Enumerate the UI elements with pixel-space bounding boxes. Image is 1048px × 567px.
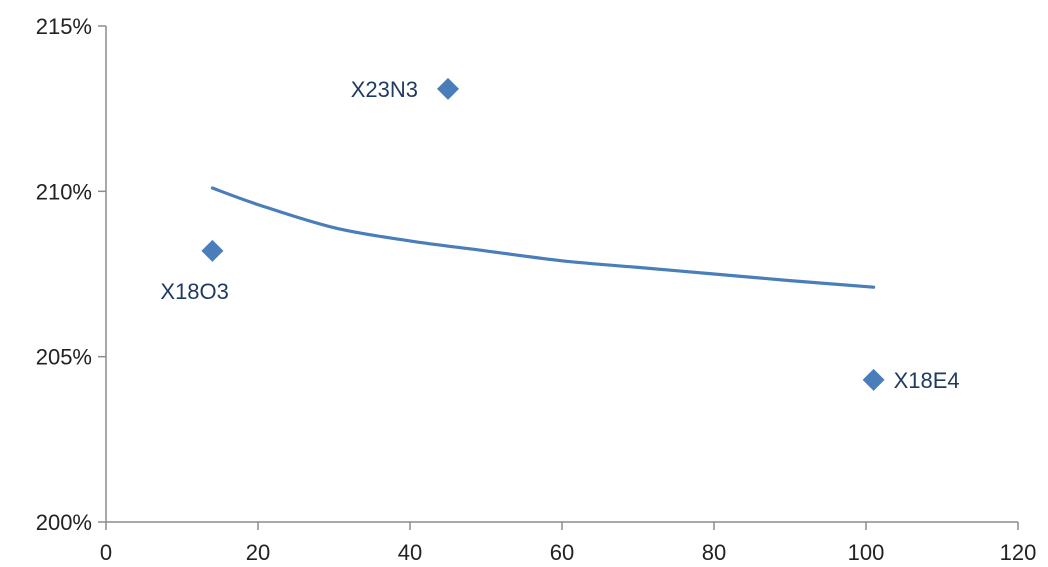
x-tick-label: 120 <box>1000 540 1037 565</box>
x-axis-ticks: 0 20 40 60 80 100 120 <box>100 522 1036 565</box>
x-tick-label: 20 <box>246 540 270 565</box>
x-tick-label: 0 <box>100 540 112 565</box>
data-point-label: X18E4 <box>894 368 960 393</box>
y-axis-ticks: 200% 205% 210% 215% <box>36 14 106 535</box>
axes <box>105 26 1018 523</box>
x-tick-label: 80 <box>702 540 726 565</box>
y-tick-label: 215% <box>36 14 92 39</box>
y-tick-label: 200% <box>36 510 92 535</box>
x-tick-label: 100 <box>848 540 885 565</box>
trendline <box>210 186 876 289</box>
x-tick-label: 40 <box>398 540 422 565</box>
y-tick-label: 210% <box>36 179 92 204</box>
data-point-diamond <box>862 368 885 391</box>
trendline-group <box>210 186 876 289</box>
data-point-label: X18O3 <box>160 279 229 304</box>
data-point-label: X23N3 <box>351 77 418 102</box>
x-tick-label: 60 <box>550 540 574 565</box>
data-point-diamond <box>437 77 459 100</box>
y-tick-label: 205% <box>36 345 92 370</box>
data-point-diamond <box>201 239 224 262</box>
data-points: X18O3 X23N3 X18E4 <box>160 77 959 393</box>
